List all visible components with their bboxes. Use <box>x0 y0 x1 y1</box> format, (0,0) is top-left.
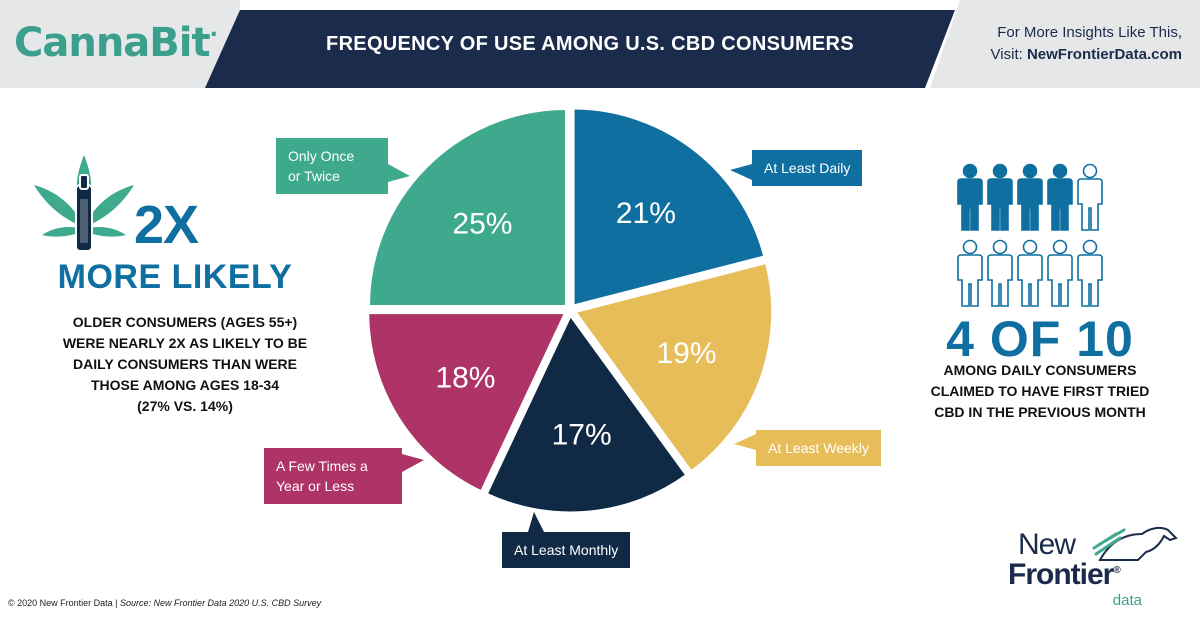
person-outline-icon <box>1047 239 1073 307</box>
person-outline-icon <box>1077 239 1103 307</box>
source-text: Source: New Frontier Data 2020 U.S. CBD … <box>120 598 322 608</box>
person-filled-icon <box>1047 163 1073 231</box>
brand-panel: CannaBit· <box>0 0 240 88</box>
pie-chart: 21% 19% 17% 18% 25% <box>366 106 775 515</box>
pie-slice-at-least-weekly <box>572 260 775 474</box>
callout-label: or Twice <box>288 168 340 184</box>
pie-slice-only-once-or-twice <box>366 106 568 308</box>
callout-few-times-a-year: A Few Times a Year or Less <box>264 448 424 504</box>
title-banner <box>205 10 955 88</box>
header-band <box>205 0 1200 88</box>
person-outline-icon <box>1017 239 1043 307</box>
right-stat-description: AMONG DAILY CONSUMERS CLAIMED TO HAVE FI… <box>900 360 1180 423</box>
callout-label: At Least Monthly <box>514 542 619 558</box>
callout-at-least-monthly: At Least Monthly <box>502 512 631 568</box>
person-filled-icon <box>957 163 983 231</box>
promo-text: For More Insights Like This, Visit: NewF… <box>932 22 1182 66</box>
desc-line: OLDER CONSUMERS (AGES 55+) <box>72 314 298 330</box>
callout-pointer <box>402 454 424 472</box>
pie-slice-value-label: 25% <box>452 207 512 240</box>
page-title: FREQUENCY OF USE AMONG U.S. CBD CONSUMER… <box>326 32 854 55</box>
stat-2x: 2X <box>134 195 199 255</box>
promo-panel <box>930 0 1200 88</box>
person-filled-icon <box>987 163 1013 231</box>
desc-line: THOSE AMONG AGES 18-34 <box>90 377 279 393</box>
stat-4-of-10: 4 OF 10 <box>946 311 1134 367</box>
promo-line: For More Insights Like This, <box>997 24 1182 41</box>
logo-frontier-text: Frontier <box>1008 558 1114 591</box>
desc-line: CLAIMED TO HAVE FIRST TRIED <box>930 383 1150 399</box>
callout-pointer <box>734 434 756 450</box>
promo-visit: Visit: <box>990 46 1023 63</box>
new-frontier-logo: New Frontier® data <box>1008 524 1178 614</box>
stat-description: OLDER CONSUMERS (AGES 55+) WERE NEARLY 2… <box>20 312 350 417</box>
pie-slice-value-label: 21% <box>616 197 676 230</box>
pie-slice-value-label: 18% <box>435 361 495 394</box>
footer-credit: © 2020 New Frontier Data | Source: New F… <box>8 598 321 608</box>
callout-pointer <box>388 164 410 182</box>
pie-slice-value-label: 19% <box>656 337 716 370</box>
callout-at-least-weekly: At Least Weekly <box>734 430 881 466</box>
horse-icon <box>1092 526 1178 561</box>
logo-new: New <box>1018 528 1076 561</box>
pie-slice-at-least-daily <box>571 106 767 308</box>
desc-line: AMONG DAILY CONSUMERS <box>943 362 1137 378</box>
callout-pointer <box>528 512 544 532</box>
pie-slice-value-label: 17% <box>552 418 612 451</box>
logo-data: data <box>1112 592 1142 609</box>
cannabis-dropper-icon <box>34 155 134 252</box>
callout-only-once-or-twice: Only Once or Twice <box>276 138 410 194</box>
person-outline-icon <box>1077 163 1103 231</box>
brand-logo: CannaBit· <box>14 20 218 66</box>
promo-url-link[interactable]: NewFrontierData.com <box>1026 46 1182 63</box>
callout-label: At Least Daily <box>764 160 851 176</box>
callout-at-least-daily: At Least Daily <box>730 150 863 186</box>
callout-label: A Few Times a <box>276 458 368 474</box>
pie-slice-at-least-monthly <box>484 312 689 515</box>
callout-label: Only Once <box>288 148 355 164</box>
people-pictogram <box>957 163 1103 307</box>
stat-headline: MORE LIKELY <box>57 258 293 296</box>
callout-pointer <box>730 164 752 180</box>
copyright-text: © 2020 New Frontier Data | <box>8 598 121 608</box>
person-outline-icon <box>957 239 983 307</box>
pie-slice-a-few-times-a-year-or-less <box>366 311 569 494</box>
callout-label: At Least Weekly <box>768 440 869 456</box>
desc-line: CBD IN THE PREVIOUS MONTH <box>934 404 1146 420</box>
desc-line: DAILY CONSUMERS THAN WERE <box>72 356 298 372</box>
desc-line: WERE NEARLY 2X AS LIKELY TO BE <box>62 335 308 351</box>
person-filled-icon <box>1017 163 1043 231</box>
logo-frontier: Frontier® <box>1008 558 1121 591</box>
desc-line: (27% VS. 14%) <box>137 398 233 414</box>
callout-label: Year or Less <box>276 478 355 494</box>
person-outline-icon <box>987 239 1013 307</box>
